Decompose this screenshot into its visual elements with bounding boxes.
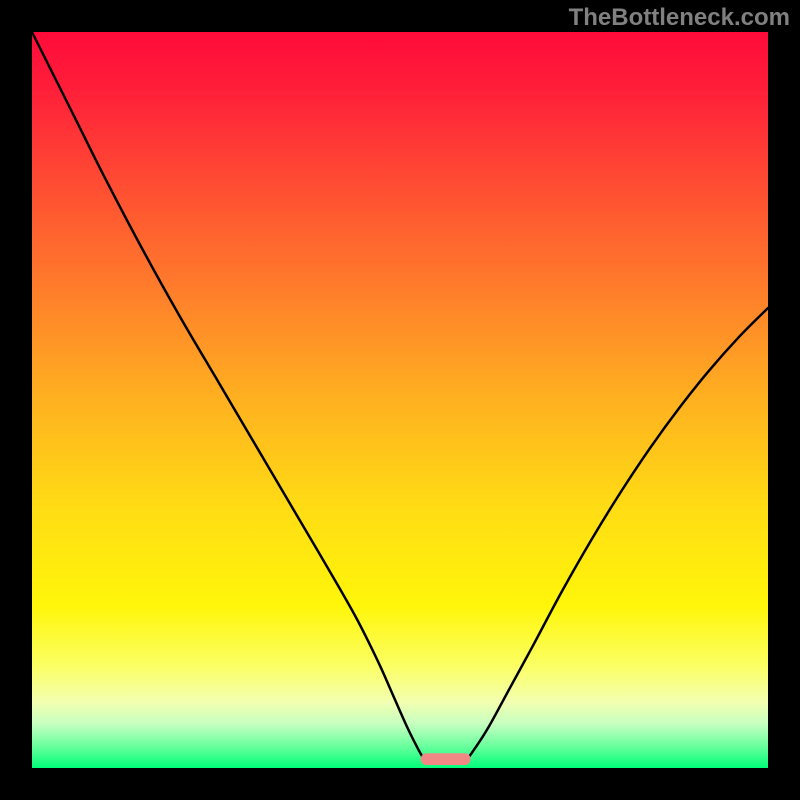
watermark-text: TheBottleneck.com — [569, 4, 790, 32]
plot-area — [32, 32, 768, 768]
bottom-marker — [421, 753, 471, 765]
chart-container: TheBottleneck.com — [0, 0, 800, 800]
bottleneck-chart — [0, 0, 800, 800]
